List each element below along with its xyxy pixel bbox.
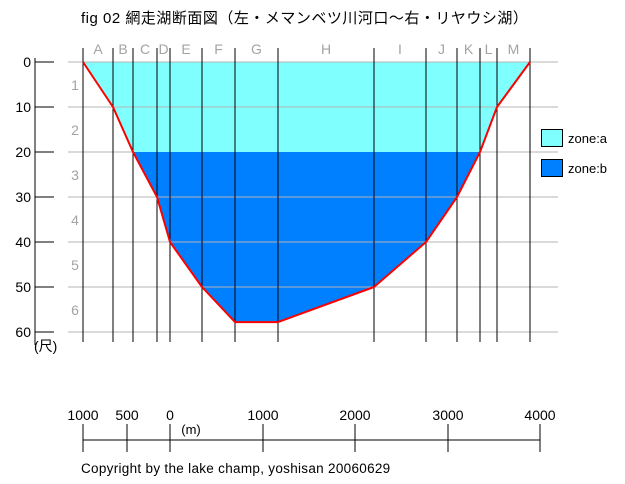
distance-scale: 1000 500 0 1000 2000 3000 4000 (m) [67,407,556,452]
distance-tick-label: 2000 [339,407,370,423]
depth-tick-label: 60 [15,324,31,340]
section-label: F [214,41,223,57]
zone-b-label: zone:b [568,160,608,176]
zone-a-swatch [541,129,563,147]
zone-row-number: 2 [71,122,79,138]
depth-tick-label: 30 [15,189,31,205]
section-label: B [118,41,127,57]
zone-row-number: 3 [71,167,79,183]
copyright-text: Copyright by the lake champ, yoshisan 20… [81,461,391,476]
section-label: C [140,41,150,57]
section-label: A [93,41,103,57]
section-label: I [398,41,402,57]
distance-tick-label: 0 [166,407,174,423]
section-label: H [321,41,331,57]
distance-tick-label: 3000 [432,407,463,423]
legend: zone:a zone:b [541,129,607,189]
section-label: E [181,41,190,57]
section-label: L [485,41,493,57]
zone-fills [83,62,530,323]
distance-tick-label: 4000 [524,407,555,423]
depth-axis: 0 10 20 30 40 50 60(尺) [15,54,57,354]
section-label: J [438,41,445,57]
depth-tick-label: 50 [15,279,31,295]
depth-tick-label: 40 [15,234,31,250]
zone-row-number: 5 [71,257,79,273]
zone-b-fill [83,152,530,323]
depth-gridlines [68,61,558,333]
depth-tick-label: 10 [15,99,31,115]
depth-tick-label: 0 [23,54,31,70]
distance-tick-label: 1000 [247,407,278,423]
distance-axis-unit: (m) [181,422,201,437]
legend-item-zone-a: zone:a [541,129,607,147]
zone-row-number: 6 [71,302,79,318]
section-label: G [251,41,262,57]
bottom-profile-line [82,61,531,324]
legend-item-zone-b: zone:b [541,159,607,177]
section-label: K [464,41,474,57]
distance-tick-label: 500 [115,407,139,423]
depth-axis-unit: (尺) [34,338,57,354]
zone-row-number: 4 [71,212,79,228]
section-label: M [508,41,520,57]
depth-tick-label: 20 [15,144,31,160]
distance-tick-label: 1000 [67,407,98,423]
zone-a-label: zone:a [568,130,608,146]
zone-row-number: 1 [71,77,79,93]
chart-title: fig 02 網走湖断面図（左・メマンベツ川河口～右・リヤウシ湖） [81,10,529,27]
zone-row-numbers: 1 2 3 4 5 6 [71,77,79,318]
zone-b-swatch [541,159,563,177]
section-label: D [158,41,168,57]
